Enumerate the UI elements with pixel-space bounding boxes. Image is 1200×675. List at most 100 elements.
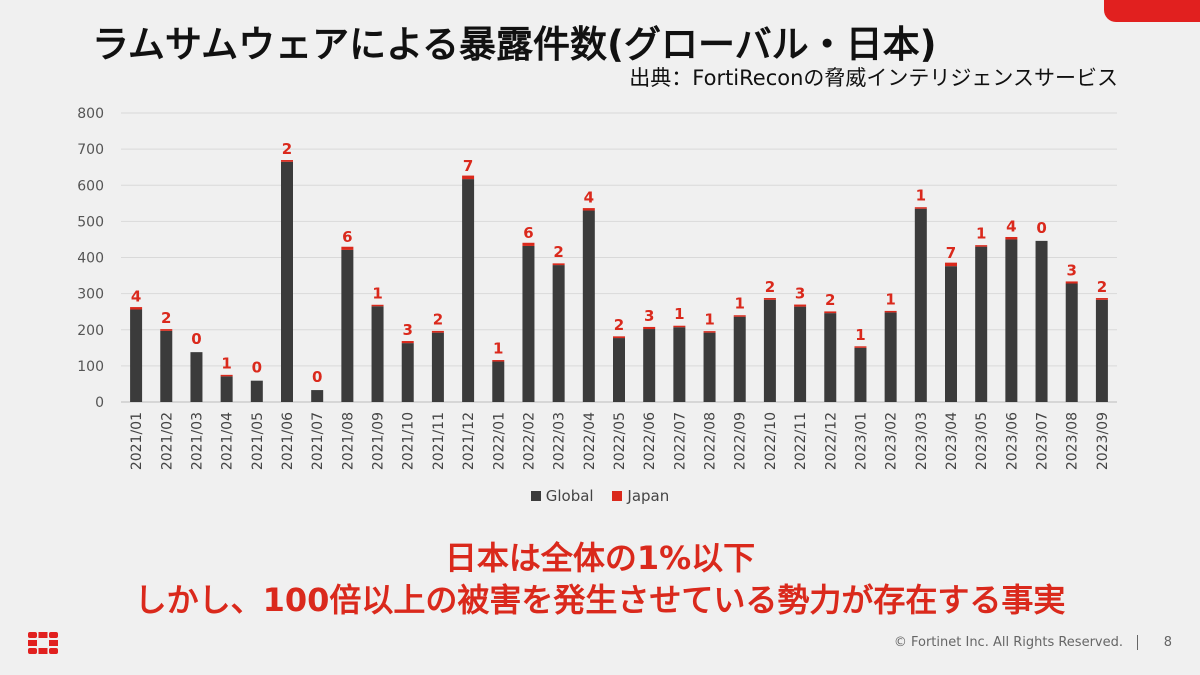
fortinet-logo-icon [28,632,58,654]
data-label-japan: 1 [885,290,895,308]
bar-japan [643,326,656,330]
x-tick-label: 2022/08 [703,412,719,470]
data-label-japan: 0 [312,368,322,386]
x-tick-label: 2021/05 [250,412,266,470]
x-tick-label: 2021/07 [310,412,326,470]
bar-global [1035,240,1048,402]
bar-japan [763,298,776,300]
bar-japan [281,160,293,162]
y-tick-label: 800 [77,106,104,122]
bar-japan [130,307,143,310]
source-note: 出典：FortiReconの脅威インテリジェンスサービス [629,66,1118,90]
x-tick-label: 2022/02 [521,412,537,470]
bar-japan [854,346,867,348]
data-label-japan: 0 [1036,219,1046,237]
x-tick-label: 2022/06 [642,412,658,470]
bar-global [794,306,807,402]
y-tick-label: 300 [77,287,104,303]
bar-global [763,299,776,402]
data-label-japan: 1 [916,187,926,205]
data-label-japan: 2 [433,311,443,329]
bar-japan [914,207,927,209]
slide-title: ラムサムウェアによる暴露件数(グローバル・日本) [92,23,937,66]
bar-japan [884,310,897,313]
data-label-japan: 4 [1006,217,1016,235]
x-tick-label: 2023/07 [1035,412,1051,470]
bar-global [1005,239,1018,402]
data-label-japan: 1 [372,284,382,302]
bar-global [975,246,988,402]
corner-accent-tab [1104,0,1200,22]
bar-japan [1005,236,1018,240]
x-tick-label: 2021/09 [371,412,387,470]
bar-global [1065,283,1078,402]
bar-global [643,329,656,402]
x-tick-label: 2023/01 [853,412,869,470]
y-tick-label: 400 [77,251,104,267]
data-label-japan: 1 [674,305,684,323]
bar-japan [613,336,625,339]
legend-label-global: Global [545,487,594,505]
x-tick-label: 2023/09 [1095,412,1111,470]
bar-global [250,380,263,402]
x-tick-label: 2021/10 [401,412,417,470]
data-label-japan: 3 [795,285,805,303]
data-label-japan: 3 [403,321,413,339]
data-label-japan: 2 [161,309,171,327]
y-tick-label: 500 [77,214,104,230]
x-tick-label: 2022/09 [733,412,749,470]
legend-item-japan: Japan [612,487,669,505]
bar-global [130,309,143,402]
bar-global [613,338,625,402]
bar-global [673,327,686,402]
bar-global [914,208,927,402]
bar-global [431,332,444,402]
data-label-japan: 3 [1067,262,1077,280]
page-number: 8 [1163,635,1172,650]
y-tick-label: 100 [77,359,104,375]
bar-global [522,245,535,402]
key-message-line-2: しかし、100倍以上の被害を発生させている勢力が存在する事実 [134,581,1066,619]
data-label-japan: 2 [614,316,624,334]
data-label-japan: 0 [252,359,262,377]
x-tick-label: 2021/12 [461,412,477,470]
bar-global [1095,299,1108,402]
x-tick-label: 2021/04 [220,412,236,470]
x-tick-label: 2021/11 [431,412,447,470]
data-label-japan: 2 [825,291,835,309]
x-tick-label: 2021/01 [129,412,145,470]
data-label-japan: 2 [1097,278,1107,296]
bar-japan [552,263,565,266]
key-message-line-1: 日本は全体の1%以下 [444,539,756,577]
data-label-japan: 4 [584,189,594,207]
bar-global [824,313,837,402]
x-tick-label: 2023/08 [1065,412,1081,470]
y-tick-label: 600 [77,178,104,194]
bar-global [190,352,203,402]
data-label-japan: 1 [493,340,503,358]
bar-chart: 0 100 200 300 400 500 600 700 800 4 2 0 1 0 2 0 6 1 3 2 7 1 6… [77,106,1117,470]
bar-japan [522,242,535,246]
x-tick-label: 2021/08 [340,412,356,470]
data-label-japan: 0 [191,330,201,348]
x-tick-label: 2022/12 [823,412,839,470]
x-tick-label: 2021/03 [189,412,205,470]
bar-japan [160,329,173,331]
bar-global [160,330,173,402]
bar-japan [1095,298,1108,300]
bar-japan [220,374,233,377]
legend-item-global: Global [530,487,594,505]
x-tick-label: 2023/02 [884,412,900,470]
bar-japan [945,262,957,267]
data-label-japan: 1 [735,295,745,313]
x-tick-label: 2022/03 [552,412,568,470]
bar-japan [582,208,595,211]
legend-label-japan: Japan [627,487,670,505]
x-tick-label: 2022/10 [763,412,779,470]
bar-japan [703,331,716,333]
bar-global [371,306,384,402]
bar-japan [1065,281,1078,284]
bar-global [703,332,716,402]
legend-swatch-japan [612,491,623,501]
data-label-japan: 2 [282,140,292,158]
